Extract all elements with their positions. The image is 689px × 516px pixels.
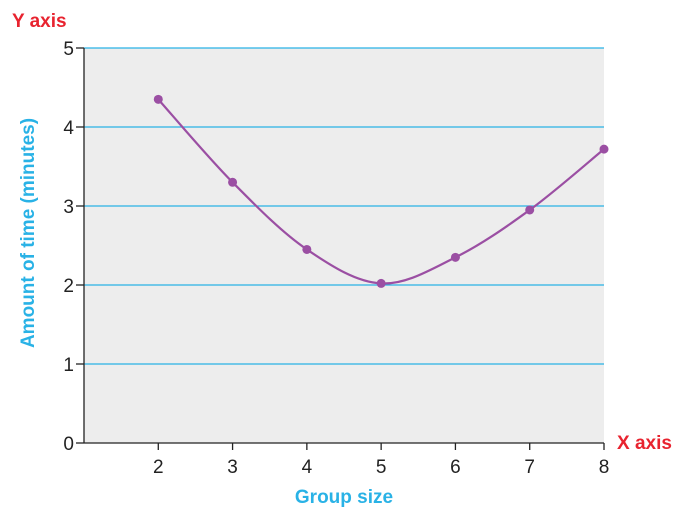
data-points	[153, 94, 609, 288]
y-tick-label: 2	[63, 276, 74, 297]
data-point	[153, 94, 163, 104]
x-tick-label: 4	[302, 457, 313, 478]
x-ticks: 2 3 4 5 6 7 8	[153, 443, 609, 478]
y-tick-label: 0	[63, 434, 74, 455]
x-tick-label: 6	[450, 457, 461, 478]
x-tick-label: 8	[599, 457, 610, 478]
y-ticks: 0 1 2 3 4 5	[63, 39, 84, 455]
y-tick-label: 3	[63, 197, 74, 218]
y-tick-label: 1	[63, 355, 74, 376]
data-point	[302, 244, 312, 254]
x-tick-label: 5	[376, 457, 387, 478]
data-point	[450, 252, 460, 262]
data-point	[228, 177, 238, 187]
grid-lines	[84, 47, 604, 365]
x-tick-label: 2	[153, 457, 164, 478]
x-tick-label: 3	[227, 457, 238, 478]
y-axis-title: Amount of time (minutes)	[18, 118, 39, 348]
y-tick-label: 5	[63, 39, 74, 60]
y-axis-tag: Y axis	[12, 11, 67, 32]
x-axis-tag: X axis	[617, 433, 672, 454]
data-point	[599, 144, 609, 154]
data-point	[525, 205, 535, 215]
plot-area	[84, 48, 604, 443]
x-axis-title: Group size	[295, 487, 393, 508]
x-tick-label: 7	[524, 457, 535, 478]
y-tick-label: 4	[63, 118, 74, 139]
data-point	[376, 278, 386, 288]
